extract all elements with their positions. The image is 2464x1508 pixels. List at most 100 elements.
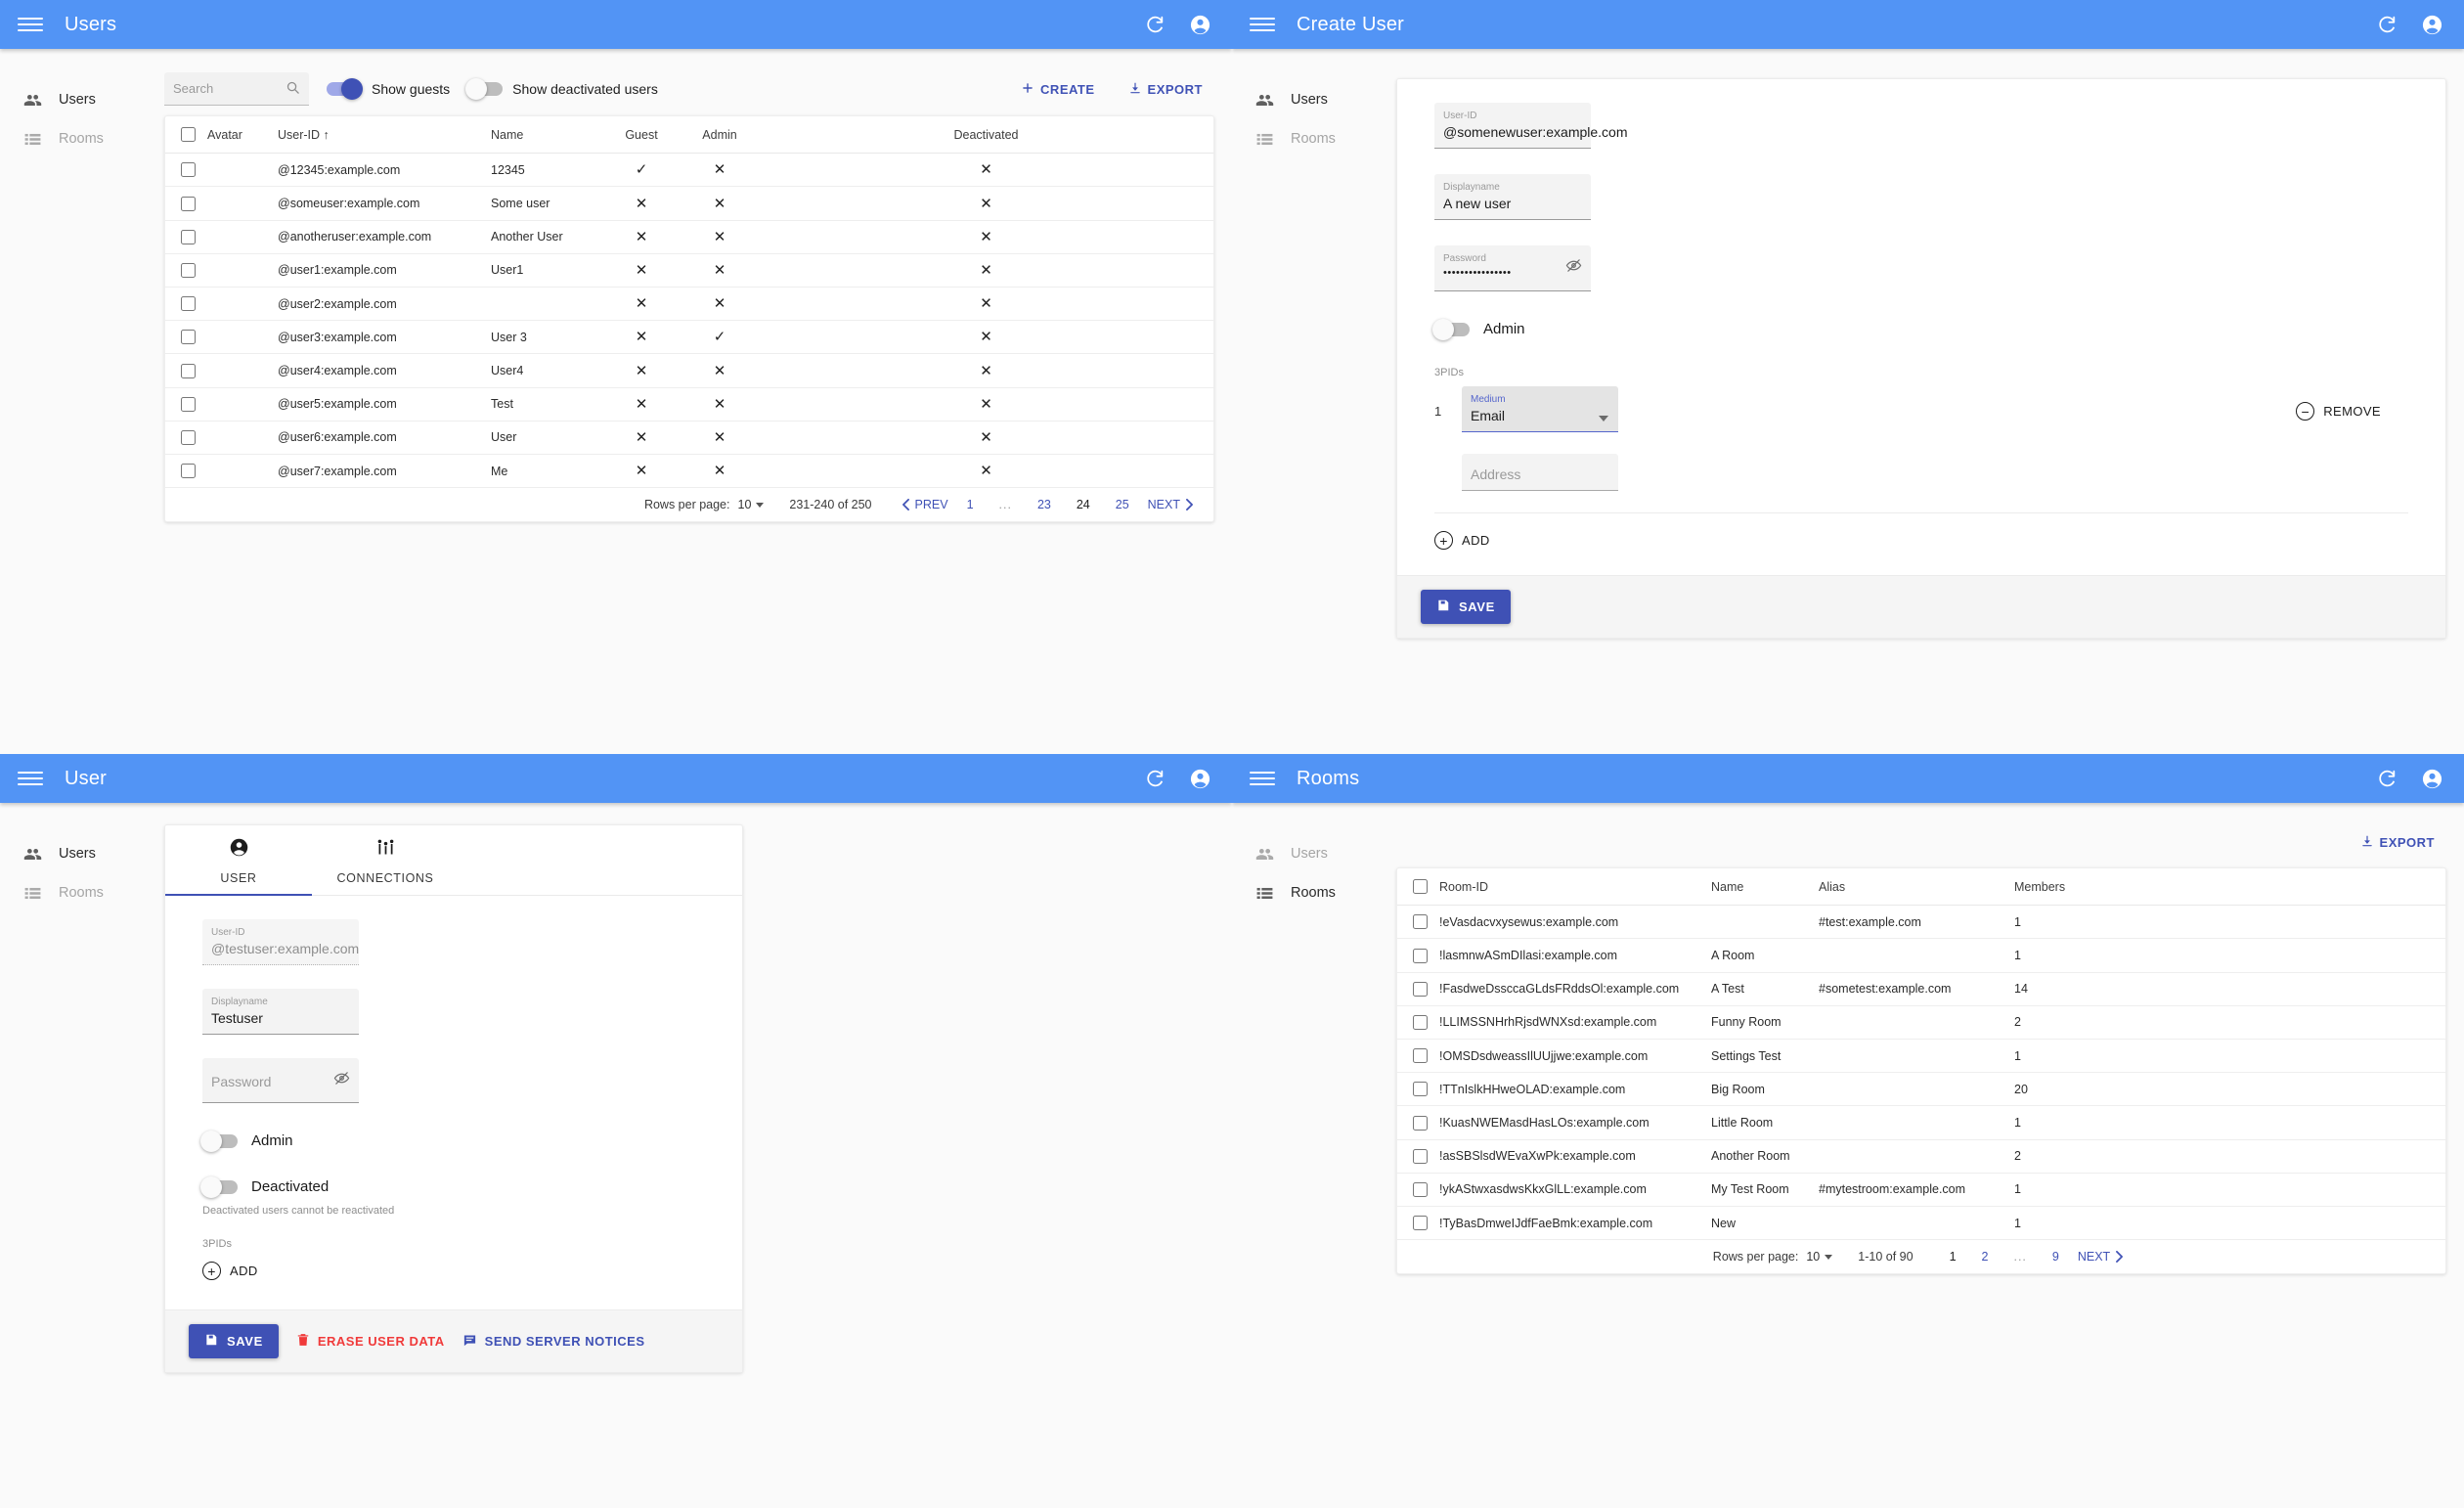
account-circle-icon[interactable] <box>1185 10 1214 39</box>
menu-icon[interactable] <box>18 766 43 791</box>
sidebar-item-rooms[interactable]: Rooms <box>1232 873 1388 912</box>
page-number-button[interactable]: 25 <box>1115 498 1129 512</box>
row-checkbox[interactable] <box>181 162 196 178</box>
table-row[interactable]: @user6:example.com User ✕ ✕ ✕ <box>165 421 1213 456</box>
table-row[interactable]: @user4:example.com User4 ✕ ✕ ✕ <box>165 353 1213 388</box>
table-row[interactable]: !OMSDsdweassIlUUjjwe:example.com Settings… <box>1397 1039 2445 1074</box>
row-checkbox[interactable] <box>1413 1182 1428 1198</box>
column-user-id[interactable]: User-ID ↑ <box>272 116 485 155</box>
sidebar-item-rooms[interactable]: Rooms <box>0 873 156 912</box>
show-guests-toggle[interactable]: Show guests <box>327 78 450 100</box>
sidebar-item-users[interactable]: Users <box>1232 834 1388 873</box>
page-number-button[interactable]: 9 <box>2051 1250 2059 1264</box>
sidebar-item-users[interactable]: Users <box>1232 80 1388 119</box>
column-guest[interactable]: Guest <box>602 116 681 155</box>
column-admin[interactable]: Admin <box>681 116 759 155</box>
sidebar-item-users[interactable]: Users <box>0 80 156 119</box>
table-row[interactable]: !KuasNWEMasdHasLOs:example.com Little Roo… <box>1397 1105 2445 1140</box>
next-page-button[interactable]: NEXT <box>2072 1250 2130 1264</box>
page-number-button[interactable]: 1 <box>966 498 974 512</box>
page-number-button[interactable]: 23 <box>1036 498 1051 512</box>
table-row[interactable]: @user5:example.com Test ✕ ✕ ✕ <box>165 387 1213 421</box>
row-checkbox[interactable] <box>1413 1015 1428 1031</box>
table-row[interactable]: @someuser:example.com Some user ✕ ✕ ✕ <box>165 186 1213 221</box>
menu-icon[interactable] <box>1250 766 1275 791</box>
refresh-icon[interactable] <box>2372 764 2401 793</box>
deactivated-toggle[interactable]: Deactivated <box>200 1175 705 1198</box>
row-checkbox[interactable] <box>181 296 196 312</box>
row-checkbox[interactable] <box>181 363 196 378</box>
column-deactivated[interactable]: Deactivated <box>759 116 1213 155</box>
refresh-icon[interactable] <box>1140 764 1169 793</box>
column-name[interactable]: Name <box>485 116 602 155</box>
select-all-checkbox[interactable] <box>181 127 196 143</box>
page-number-button[interactable]: 2 <box>1981 1250 1989 1264</box>
admin-switch[interactable] <box>200 1130 238 1152</box>
table-row[interactable]: @user1:example.com User1 ✕ ✕ ✕ <box>165 253 1213 288</box>
row-checkbox[interactable] <box>181 229 196 244</box>
account-circle-icon[interactable] <box>1185 764 1214 793</box>
row-checkbox[interactable] <box>1413 1082 1428 1097</box>
prev-page-button[interactable]: PREV <box>896 498 954 511</box>
eye-off-icon[interactable] <box>333 1070 350 1091</box>
row-checkbox[interactable] <box>181 430 196 446</box>
menu-icon[interactable] <box>18 12 43 37</box>
show-deactivated-toggle[interactable]: Show deactivated users <box>465 78 658 100</box>
admin-switch[interactable] <box>1432 318 1470 340</box>
row-checkbox[interactable] <box>1413 1048 1428 1064</box>
remove-3pid-button[interactable]: − REMOVE <box>2296 386 2381 421</box>
search-input[interactable]: Search <box>164 72 309 106</box>
refresh-icon[interactable] <box>1140 10 1169 39</box>
table-row[interactable]: !lasmnwASmDIlasi:example.com A Room 1 <box>1397 938 2445 973</box>
table-row[interactable]: @user2:example.com ✕ ✕ ✕ <box>165 287 1213 322</box>
sidebar-item-rooms[interactable]: Rooms <box>1232 119 1388 158</box>
rows-per-page-select[interactable]: 10 <box>1806 1250 1833 1264</box>
erase-user-data-button[interactable]: ERASE USER DATA <box>296 1333 445 1350</box>
column-avatar[interactable]: Avatar <box>201 116 272 155</box>
next-page-button[interactable]: NEXT <box>1142 498 1200 511</box>
column-room-id[interactable]: Room-ID <box>1433 868 1705 907</box>
account-circle-icon[interactable] <box>2417 10 2446 39</box>
table-row[interactable]: !eVasdacvxysewus:example.com #test:exampl… <box>1397 905 2445 940</box>
account-circle-icon[interactable] <box>2417 764 2446 793</box>
row-checkbox[interactable] <box>1413 914 1428 930</box>
row-checkbox[interactable] <box>181 330 196 345</box>
show-deactivated-switch[interactable] <box>465 78 504 100</box>
table-row[interactable]: @user7:example.com Me ✕ ✕ ✕ <box>165 454 1213 489</box>
admin-toggle[interactable]: Admin <box>200 1130 705 1152</box>
password-field[interactable]: Password •••••••••••••••• <box>1434 245 1591 291</box>
user-id-field[interactable]: User-ID @somenewuser:example.com <box>1434 103 1628 149</box>
row-checkbox[interactable] <box>181 196 196 211</box>
medium-select[interactable]: Medium Email <box>1462 386 1618 432</box>
row-checkbox[interactable] <box>181 263 196 279</box>
table-row[interactable]: !asSBSlsdWEvaXwPk:example.com Another Roo… <box>1397 1139 2445 1174</box>
row-checkbox[interactable] <box>1413 981 1428 997</box>
send-server-notices-button[interactable]: SEND SERVER NOTICES <box>462 1333 645 1351</box>
admin-toggle[interactable]: Admin <box>1432 318 2408 340</box>
select-all-checkbox[interactable] <box>1413 879 1428 895</box>
sidebar-item-rooms[interactable]: Rooms <box>0 119 156 158</box>
row-checkbox[interactable] <box>1413 1115 1428 1131</box>
row-checkbox[interactable] <box>181 464 196 479</box>
table-row[interactable]: !TTnIslkHHweOLAD:example.com Big Room 20 <box>1397 1072 2445 1107</box>
table-row[interactable]: !FasdweDssccaGLdsFRddsOl:example.com A Te… <box>1397 972 2445 1006</box>
row-checkbox[interactable] <box>1413 948 1428 963</box>
export-button[interactable]: EXPORT <box>2353 829 2442 856</box>
tab-user[interactable]: USER <box>165 825 312 896</box>
table-row[interactable]: !ykAStwxasdwsKkxGlLL:example.com My Test … <box>1397 1173 2445 1208</box>
row-checkbox[interactable] <box>181 396 196 412</box>
tab-connections[interactable]: CONNECTIONS <box>312 825 459 895</box>
table-row[interactable]: @12345:example.com 12345 ✓ ✕ ✕ <box>165 153 1213 188</box>
show-guests-switch[interactable] <box>327 78 363 100</box>
table-row[interactable]: @anotheruser:example.com Another User ✕ ✕ ✕ <box>165 220 1213 254</box>
menu-icon[interactable] <box>1250 12 1275 37</box>
deactivated-switch[interactable] <box>200 1175 238 1198</box>
column-members[interactable]: Members <box>2008 868 2445 907</box>
rows-per-page-select[interactable]: 10 <box>738 498 765 511</box>
save-button[interactable]: SAVE <box>189 1324 279 1358</box>
refresh-icon[interactable] <box>2372 10 2401 39</box>
table-row[interactable]: @user3:example.com User 3 ✕ ✓ ✕ <box>165 320 1213 355</box>
displayname-field[interactable]: Displayname A new user <box>1434 174 1591 220</box>
address-field[interactable]: Address <box>1462 454 1618 491</box>
column-alias[interactable]: Alias <box>1813 868 2008 907</box>
